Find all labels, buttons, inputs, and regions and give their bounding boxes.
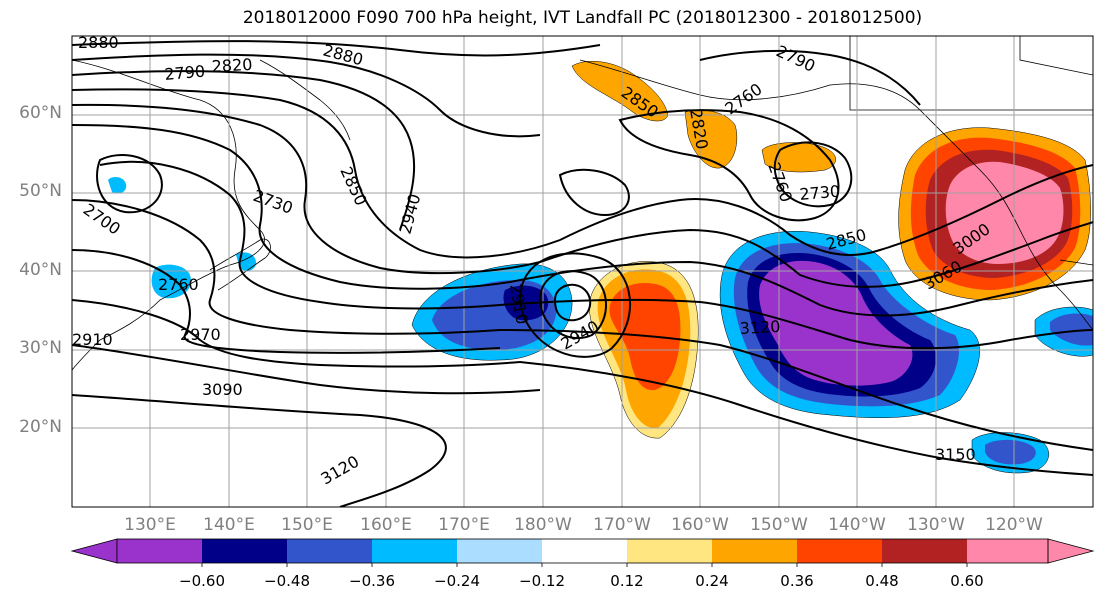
colorbar-segment <box>287 539 372 563</box>
lat-label-20n: 20°N <box>19 417 62 437</box>
japan-coast <box>209 238 271 291</box>
colorbar-segment <box>712 539 797 563</box>
colorbar-segment <box>797 539 882 563</box>
lat-label-30n: 30°N <box>19 338 62 358</box>
colorbar-tick: 0.60 <box>950 572 984 590</box>
colorbar-segment <box>882 539 967 563</box>
lat-label-50n: 50°N <box>19 181 62 201</box>
colorbar-tick: −0.60 <box>179 572 225 590</box>
asia-coast <box>72 59 265 371</box>
kamchatka-coast <box>259 59 351 141</box>
colorbar-segment <box>372 539 457 563</box>
lon-label-130w: 130°W <box>907 515 965 535</box>
lon-label-140w: 140°W <box>828 515 886 535</box>
contour-label: 3090 <box>202 380 243 399</box>
lat-label-40n: 40°N <box>19 260 62 280</box>
contour-label: 2760 <box>158 275 199 294</box>
map-title: 2018012000 F090 700 hPa height, IVT Land… <box>242 8 923 28</box>
lon-label-180w: 180°W <box>514 515 572 535</box>
lon-label-150w: 150°W <box>750 515 808 535</box>
colorbar-segment <box>967 539 1048 563</box>
colorbar-segment <box>457 539 542 563</box>
colorbar-tick: −0.48 <box>264 572 310 590</box>
lon-label-170w: 170°W <box>593 515 651 535</box>
contour-label: 2880 <box>78 33 119 52</box>
colorbar-right-arrow <box>1047 538 1095 564</box>
canada-border <box>849 36 1093 111</box>
lon-label-140e: 140°E <box>203 515 255 535</box>
lon-label-120w: 120°W <box>985 515 1043 535</box>
colorbar-tick: −0.36 <box>349 572 395 590</box>
colorbar-left-arrow <box>70 538 118 564</box>
lon-label-130e: 130°E <box>124 515 176 535</box>
contour-label: 3120 <box>739 317 781 338</box>
colorbar-tick: 0.36 <box>780 572 814 590</box>
colorbar-segment <box>117 539 202 563</box>
contour-label: 2820 <box>211 55 253 76</box>
colorbar-segment <box>542 539 627 563</box>
colorbar-segment <box>627 539 712 563</box>
contour-label: 2910 <box>72 330 113 349</box>
lon-label-160w: 160°W <box>671 515 729 535</box>
colorbar-tick: 0.24 <box>695 572 729 590</box>
lat-label-60n: 60°N <box>19 103 62 123</box>
lon-label-150e: 150°E <box>281 515 333 535</box>
colorbar-segment <box>202 539 287 563</box>
map-frame <box>71 35 1094 508</box>
contour-label: 2790 <box>164 62 206 84</box>
contour-label: 2730 <box>799 182 841 204</box>
lon-label-170e: 170°E <box>438 515 490 535</box>
contour-label: 2970 <box>180 325 221 344</box>
colorbar-tick: −0.12 <box>519 572 565 590</box>
colorbar-tick: 0.48 <box>865 572 899 590</box>
lon-label-160e: 160°E <box>360 515 412 535</box>
contour-label: 3150 <box>935 445 976 464</box>
colorbar-tick: −0.24 <box>434 572 480 590</box>
height-contours <box>72 40 1093 507</box>
colorbar-tick: 0.12 <box>610 572 644 590</box>
colorbar <box>70 538 1095 567</box>
